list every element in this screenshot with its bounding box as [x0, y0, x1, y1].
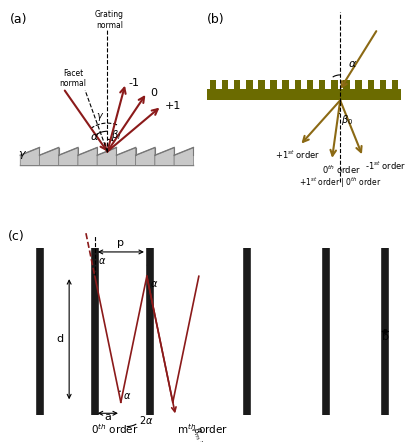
Polygon shape [174, 148, 194, 165]
Text: 2$\alpha$: 2$\alpha$ [139, 414, 153, 427]
Text: $\beta_0$: $\beta_0$ [341, 113, 353, 127]
Polygon shape [117, 148, 136, 165]
Text: m$^{th}$ order: m$^{th}$ order [177, 423, 228, 437]
Bar [331, 80, 338, 89]
Text: p: p [117, 238, 124, 248]
Text: 0: 0 [150, 88, 157, 98]
Text: Facet
normal: Facet normal [60, 69, 87, 88]
Text: +1$^{st}$ order: +1$^{st}$ order [275, 149, 320, 161]
Text: $\alpha$: $\alpha$ [90, 133, 99, 142]
Bar [367, 80, 374, 89]
Polygon shape [136, 148, 155, 165]
Text: $\alpha$: $\alpha$ [98, 256, 107, 266]
Bar [307, 80, 313, 89]
Text: 0$^{th}$ order: 0$^{th}$ order [322, 164, 361, 176]
Bar [210, 80, 216, 89]
Polygon shape [78, 148, 97, 165]
Text: -1: -1 [129, 78, 140, 88]
Text: +1$^{st}$ order | 0$^{th}$ order: +1$^{st}$ order | 0$^{th}$ order [299, 175, 382, 190]
Polygon shape [97, 148, 117, 165]
Polygon shape [59, 148, 78, 165]
Bar [234, 80, 241, 89]
Bar [319, 80, 326, 89]
Polygon shape [155, 148, 174, 165]
Text: d: d [56, 334, 63, 344]
Text: -1$^{st}$ order: -1$^{st}$ order [365, 160, 405, 172]
Text: $\gamma$: $\gamma$ [18, 149, 27, 161]
Bar [283, 80, 289, 89]
Text: $\beta_l$: $\beta_l$ [111, 128, 122, 142]
Bar [356, 80, 362, 89]
Polygon shape [20, 148, 39, 165]
Bar [222, 80, 228, 89]
Text: a: a [104, 412, 111, 422]
Text: $\beta_m = \alpha$: $\beta_m = \alpha$ [189, 424, 212, 442]
Text: Grating
normal: Grating normal [95, 10, 124, 30]
Bar [392, 80, 398, 89]
Text: $\alpha$: $\alpha$ [123, 391, 132, 401]
Text: b: b [382, 332, 389, 343]
Text: +1: +1 [165, 101, 181, 111]
Polygon shape [39, 148, 59, 165]
Text: (c): (c) [8, 230, 25, 243]
Bar [271, 80, 277, 89]
Text: 0$^{th}$ order: 0$^{th}$ order [91, 423, 139, 437]
Text: $\gamma$: $\gamma$ [96, 111, 104, 123]
Text: $\alpha$: $\alpha$ [150, 279, 158, 290]
Bar [295, 80, 301, 89]
Bar [343, 80, 350, 89]
Text: (a): (a) [10, 13, 28, 26]
Bar [246, 80, 253, 89]
Bar [207, 89, 401, 100]
Bar [380, 80, 386, 89]
Bar [258, 80, 265, 89]
Text: (b): (b) [207, 13, 224, 26]
Text: $\alpha$: $\alpha$ [348, 59, 358, 69]
